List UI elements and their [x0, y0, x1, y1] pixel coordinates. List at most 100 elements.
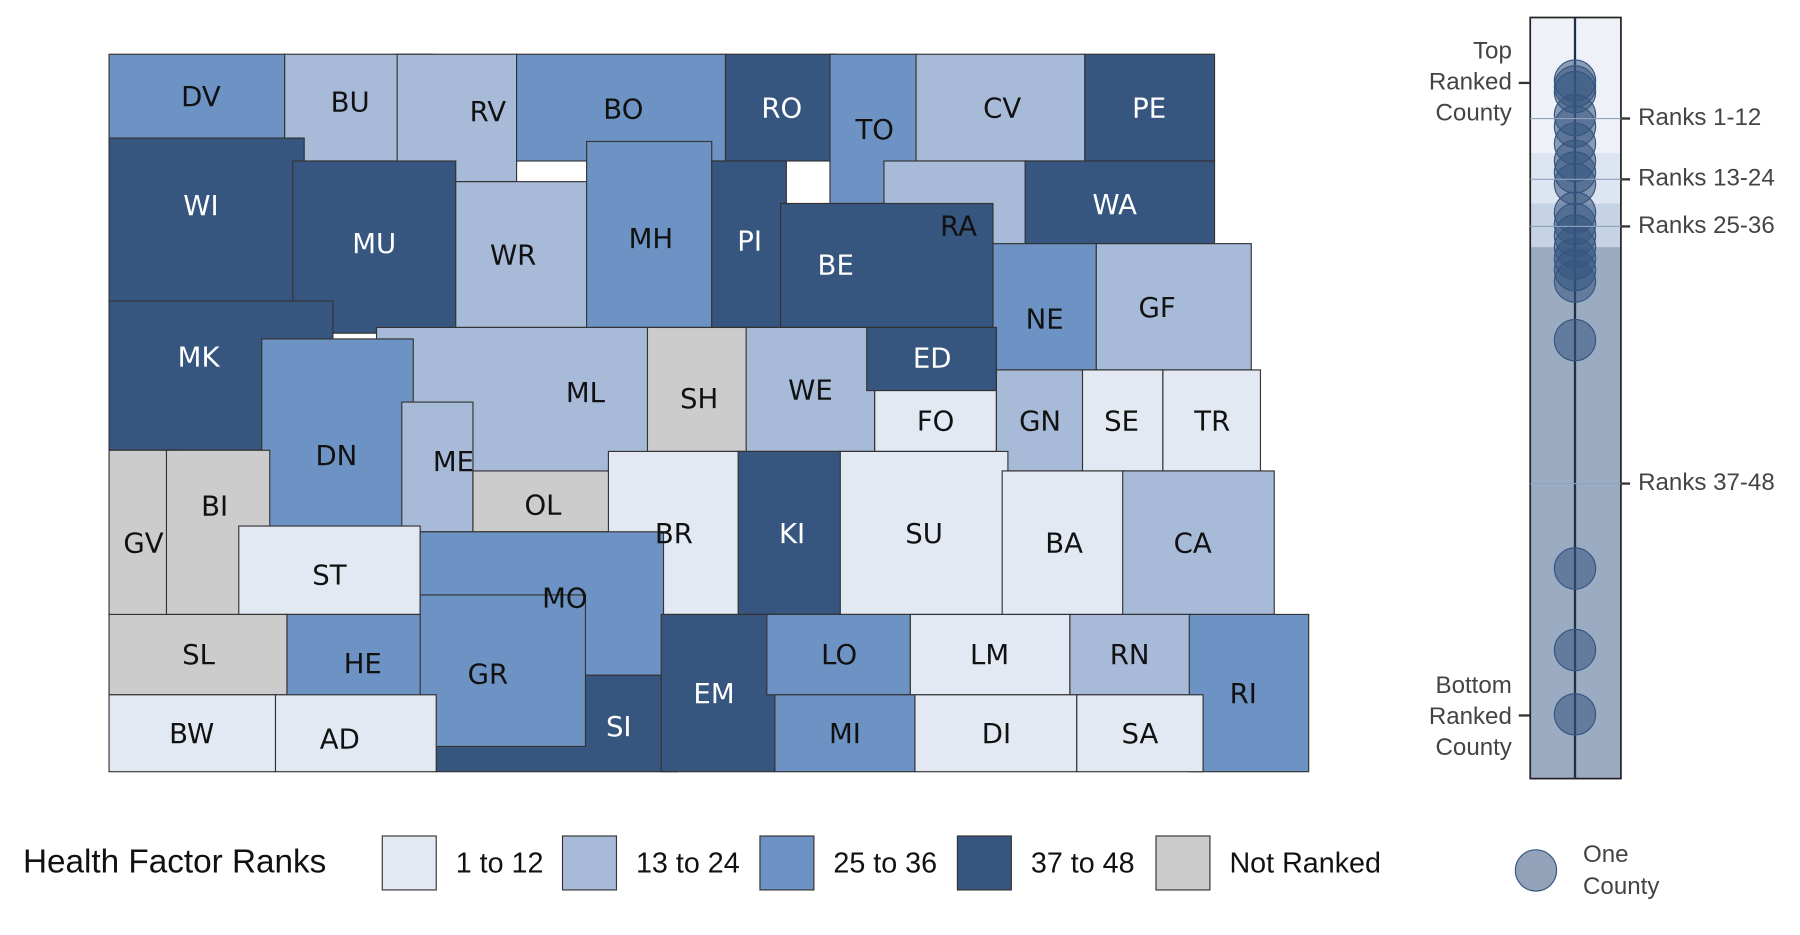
bottom-label: Ranked [1429, 703, 1512, 730]
county-label: RA [940, 211, 977, 243]
county-label: GR [468, 658, 509, 690]
county-label: NE [1026, 304, 1064, 336]
county-shape [914, 694, 1078, 773]
county-label: GF [1139, 292, 1176, 324]
county-label: RI [1230, 678, 1257, 710]
county-shape [995, 369, 1084, 472]
county-label: SH [680, 383, 718, 415]
legend-label: 25 to 36 [833, 847, 937, 879]
county-shape [108, 694, 277, 773]
county-label: DV [181, 81, 221, 113]
county-dot [1553, 628, 1597, 672]
county-label: LM [970, 639, 1009, 671]
county-shape [660, 613, 776, 773]
county-label: KI [779, 518, 805, 550]
legend-swatch [956, 835, 1012, 891]
county-label: ME [433, 446, 474, 478]
county-shape [472, 470, 615, 533]
county-shape [1084, 53, 1216, 162]
county-shape [1188, 613, 1310, 773]
county-label: ML [566, 377, 606, 409]
county-label: WE [788, 375, 833, 407]
county-label: CA [1174, 527, 1212, 559]
county-label: GN [1019, 406, 1061, 438]
county-shape [1095, 243, 1252, 371]
county-label: SI [606, 711, 632, 743]
county-label: MO [542, 583, 587, 615]
county-label: PI [737, 226, 762, 258]
legend-swatch [759, 835, 815, 891]
legend-title: Health Factor Ranks [23, 843, 326, 880]
county-label: OL [524, 490, 562, 522]
county-label: WI [183, 190, 218, 222]
county-label: DN [315, 440, 357, 472]
top-label: Ranked [1429, 68, 1512, 95]
county-shape [1001, 470, 1126, 616]
county-shape [1122, 470, 1275, 616]
county-label: EM [693, 678, 734, 710]
county-dot [1553, 547, 1597, 590]
legend-swatch [561, 835, 618, 891]
county-dot [1553, 318, 1597, 362]
county-shape [261, 338, 414, 532]
rank-label: Ranks 25-36 [1638, 212, 1775, 239]
legend-label: 37 to 48 [1031, 847, 1135, 879]
county-shape [745, 326, 876, 453]
county-label: MK [178, 341, 221, 373]
dot-legend-label: County [1583, 873, 1659, 900]
legend-swatch [381, 835, 437, 891]
county-shape [274, 694, 437, 773]
county-label: MI [829, 718, 861, 750]
county-label: RN [1110, 639, 1150, 671]
county-label: BE [818, 250, 854, 282]
county-shape [646, 326, 753, 453]
county-shape [108, 53, 286, 141]
county-shape [711, 160, 787, 329]
county-label: CV [983, 92, 1021, 124]
county-label: BU [331, 87, 370, 119]
dot-legend-label: One [1583, 841, 1629, 868]
county-label: WA [1092, 189, 1137, 221]
rank-label: Ranks 37-48 [1638, 469, 1775, 496]
county-label: ST [312, 560, 346, 592]
bottom-label: County [1436, 734, 1512, 761]
county-dot [1553, 693, 1597, 736]
county-label: BR [655, 518, 693, 550]
county-shape [586, 140, 713, 329]
county-label: TO [854, 114, 894, 146]
county-label: MU [352, 228, 396, 260]
legend-label: 1 to 12 [456, 847, 544, 879]
rank-label: Ranks 1-12 [1638, 104, 1761, 131]
county-shape [108, 613, 288, 696]
county-shape [774, 694, 916, 773]
top-label: County [1436, 99, 1512, 126]
county-shape [992, 243, 1097, 371]
county-shape [909, 613, 1071, 696]
county-shape [447, 181, 600, 329]
county-shape [1024, 160, 1216, 245]
county-shape [839, 450, 1009, 616]
county-label: FO [917, 406, 955, 438]
county-shape [401, 401, 474, 533]
county-shape [866, 326, 998, 392]
legend-swatch [1155, 835, 1211, 891]
county-label: LO [821, 639, 857, 671]
legend-label: Not Ranked [1229, 847, 1381, 879]
rank-label: Ranks 13-24 [1638, 165, 1775, 192]
county-shape [1069, 613, 1193, 696]
county-shape [1076, 694, 1204, 773]
county-shape [1162, 369, 1262, 472]
county-label: RO [761, 92, 802, 124]
county-label: SL [182, 639, 215, 671]
county-label: BO [603, 93, 643, 125]
county-label: DI [982, 718, 1011, 750]
county-label: TR [1193, 406, 1230, 438]
county-label: RV [470, 96, 507, 128]
top-label: Top [1473, 37, 1512, 64]
county-label: BW [169, 718, 214, 750]
legend-label: 13 to 24 [636, 847, 740, 879]
legend-dot [1514, 849, 1558, 892]
county-label: SA [1122, 718, 1159, 750]
